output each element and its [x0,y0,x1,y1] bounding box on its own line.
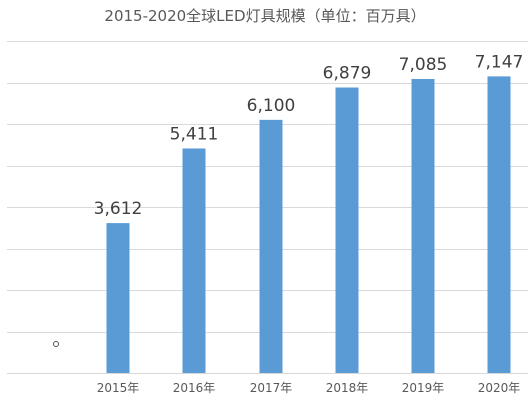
bars [106,76,511,374]
data-label: 7,147 [475,52,524,72]
data-label: 6,100 [247,96,296,116]
x-tick-label: 2016年 [173,381,216,395]
x-axis-ticks: 2015年 2016年 2017年 2018年 2019年 2020年 [97,381,521,395]
data-labels: 3,612 5,411 6,100 6,879 7,085 7,147 [94,52,524,219]
x-tick-label: 2017年 [250,381,293,395]
x-tick-label: 2018年 [326,381,369,395]
bar-2019年 [411,78,435,373]
data-label: 6,879 [323,64,372,84]
data-label: 3,612 [94,199,143,219]
stray-dot-marker [53,341,59,347]
bar-2016年 [182,148,206,373]
data-label: 7,085 [399,55,448,75]
chart-title: 2015-2020全球LED灯具规模（单位：百万具） [104,7,426,25]
bar-2018年 [335,87,359,374]
x-tick-label: 2020年 [478,381,521,395]
data-label: 5,411 [170,124,219,144]
bar-2015年 [106,223,130,373]
x-tick-label: 2015年 [97,381,140,395]
x-tick-label: 2019年 [402,381,445,395]
bar-2020年 [487,76,511,373]
bar-2017年 [259,119,283,373]
